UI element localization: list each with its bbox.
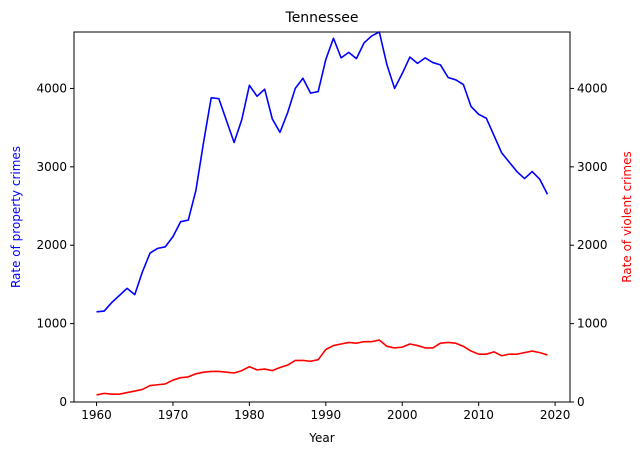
x-tick-label: 1990 [311, 408, 342, 422]
right-y-tick-label: 1000 [577, 317, 608, 331]
right-y-tick-label: 4000 [577, 81, 608, 95]
property-crimes-line [96, 31, 549, 313]
x-tick-label: 2010 [463, 408, 494, 422]
violent-crimes-line [96, 339, 548, 396]
x-tick-label: 1960 [81, 408, 112, 422]
x-tick-label: 1980 [234, 408, 265, 422]
right-y-axis-ticks: 0 1000 2000 3000 4000 [570, 81, 608, 409]
left-y-axis-title: Rate of property crimes [9, 146, 23, 288]
x-axis-title: Year [308, 431, 334, 445]
plot-frame [73, 31, 571, 403]
x-tick-label: 1970 [158, 408, 189, 422]
plot-border [73, 31, 571, 403]
left-y-tick-label: 0 [59, 395, 67, 409]
chart-title: Tennessee [285, 10, 359, 26]
left-y-axis-ticks: 0 1000 2000 3000 4000 [36, 81, 74, 409]
right-y-tick-label: 2000 [577, 238, 608, 252]
left-y-tick-label: 3000 [36, 160, 67, 174]
left-y-tick-label: 1000 [36, 317, 67, 331]
right-y-tick-label: 0 [577, 395, 585, 409]
right-y-tick-label: 3000 [577, 160, 608, 174]
x-axis-ticks: 1960 1970 1980 1990 2000 2010 2020 [81, 402, 570, 422]
series-layer [96, 31, 549, 396]
left-y-tick-label: 2000 [36, 238, 67, 252]
left-y-tick-label: 4000 [36, 81, 67, 95]
x-tick-label: 2020 [540, 408, 571, 422]
x-tick-label: 2000 [387, 408, 418, 422]
right-y-axis-title: Rate of violent crimes [620, 151, 634, 283]
